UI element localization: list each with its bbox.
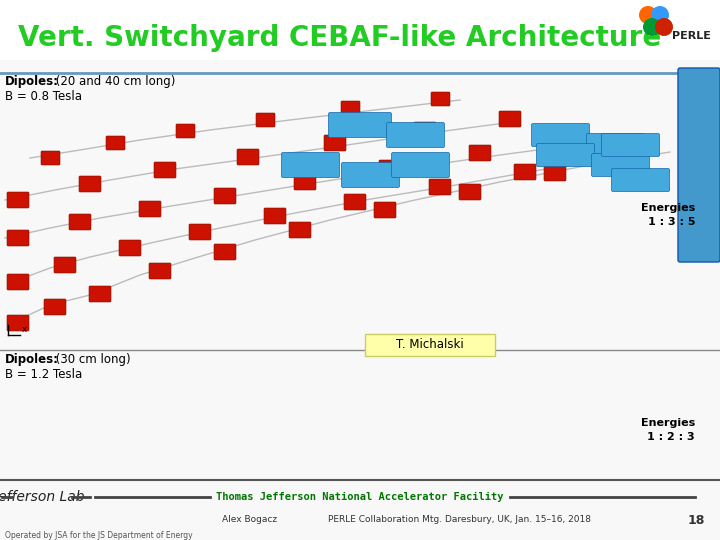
FancyBboxPatch shape [499, 111, 521, 127]
FancyBboxPatch shape [549, 133, 571, 149]
Bar [200, 73, 720, 350]
FancyBboxPatch shape [344, 194, 366, 210]
FancyBboxPatch shape [7, 192, 29, 208]
FancyBboxPatch shape [139, 201, 161, 217]
FancyBboxPatch shape [592, 153, 649, 177]
Bar [365, 334, 495, 356]
Text: x: x [22, 325, 27, 334]
FancyBboxPatch shape [469, 145, 491, 161]
FancyBboxPatch shape [379, 160, 401, 176]
FancyBboxPatch shape [374, 202, 396, 218]
Text: Energies
1 : 2 : 3: Energies 1 : 2 : 3 [641, 418, 695, 442]
FancyBboxPatch shape [328, 112, 392, 138]
FancyBboxPatch shape [44, 299, 66, 315]
Text: Thomas Jefferson National Accelerator Facility: Thomas Jefferson National Accelerator Fa… [216, 492, 504, 502]
FancyBboxPatch shape [587, 133, 644, 157]
Text: Alex Bogacz: Alex Bogacz [222, 516, 278, 524]
Text: PERLE: PERLE [672, 31, 711, 41]
Text: Operated by JSA for the JS Department of Energy: Operated by JSA for the JS Department of… [5, 530, 193, 539]
FancyBboxPatch shape [341, 163, 400, 187]
Text: Vert. Switchyard CEBAF-like Architecture: Vert. Switchyard CEBAF-like Architecture [19, 24, 662, 52]
FancyBboxPatch shape [678, 68, 720, 262]
Ellipse shape [643, 18, 661, 36]
FancyBboxPatch shape [7, 315, 29, 331]
FancyBboxPatch shape [214, 188, 236, 204]
FancyBboxPatch shape [611, 168, 670, 192]
FancyBboxPatch shape [429, 179, 451, 195]
FancyBboxPatch shape [341, 101, 360, 115]
FancyBboxPatch shape [154, 162, 176, 178]
FancyBboxPatch shape [119, 240, 141, 256]
FancyBboxPatch shape [79, 176, 101, 192]
FancyBboxPatch shape [392, 152, 449, 178]
Bar [0, 0, 720, 73]
Text: Dipoles:: Dipoles: [5, 354, 59, 367]
FancyBboxPatch shape [624, 150, 646, 166]
FancyBboxPatch shape [459, 184, 481, 200]
Text: B = 1.2 Tesla: B = 1.2 Tesla [5, 368, 82, 381]
FancyBboxPatch shape [7, 274, 29, 290]
FancyBboxPatch shape [106, 136, 125, 150]
Text: Dipoles:: Dipoles: [5, 76, 59, 89]
Ellipse shape [655, 18, 673, 36]
FancyBboxPatch shape [431, 92, 450, 106]
Text: T. Michalski: T. Michalski [396, 339, 464, 352]
FancyBboxPatch shape [387, 123, 444, 147]
FancyBboxPatch shape [414, 122, 436, 138]
FancyBboxPatch shape [176, 124, 195, 138]
FancyBboxPatch shape [214, 244, 236, 260]
FancyBboxPatch shape [324, 135, 346, 151]
FancyBboxPatch shape [601, 133, 660, 157]
FancyBboxPatch shape [89, 286, 111, 302]
FancyBboxPatch shape [294, 174, 316, 190]
Text: 18: 18 [688, 514, 705, 526]
Bar [0, 350, 720, 480]
FancyBboxPatch shape [264, 208, 286, 224]
Ellipse shape [639, 6, 657, 24]
FancyBboxPatch shape [514, 164, 536, 180]
FancyBboxPatch shape [289, 222, 311, 238]
FancyBboxPatch shape [536, 144, 595, 166]
Bar [0, 60, 720, 540]
FancyBboxPatch shape [256, 113, 275, 127]
Text: (30 cm long): (30 cm long) [52, 354, 130, 367]
Text: (20 and 40 cm long): (20 and 40 cm long) [52, 76, 176, 89]
FancyBboxPatch shape [7, 230, 29, 246]
Text: PERLE Collaboration Mtg. Daresbury, UK, Jan. 15–16, 2018: PERLE Collaboration Mtg. Daresbury, UK, … [328, 516, 592, 524]
FancyBboxPatch shape [41, 151, 60, 165]
Text: Energies
1 : 3 : 5: Energies 1 : 3 : 5 [641, 203, 695, 227]
FancyBboxPatch shape [54, 257, 76, 273]
FancyBboxPatch shape [69, 214, 91, 230]
Text: Jefferson Lab: Jefferson Lab [0, 490, 85, 504]
FancyBboxPatch shape [237, 149, 259, 165]
FancyBboxPatch shape [189, 224, 211, 240]
FancyBboxPatch shape [531, 124, 590, 146]
FancyBboxPatch shape [599, 150, 621, 166]
Bar [0, 73, 720, 350]
Text: B = 0.8 Tesla: B = 0.8 Tesla [5, 91, 82, 104]
Ellipse shape [651, 6, 669, 24]
FancyBboxPatch shape [282, 152, 340, 178]
FancyBboxPatch shape [149, 263, 171, 279]
FancyBboxPatch shape [544, 165, 566, 181]
